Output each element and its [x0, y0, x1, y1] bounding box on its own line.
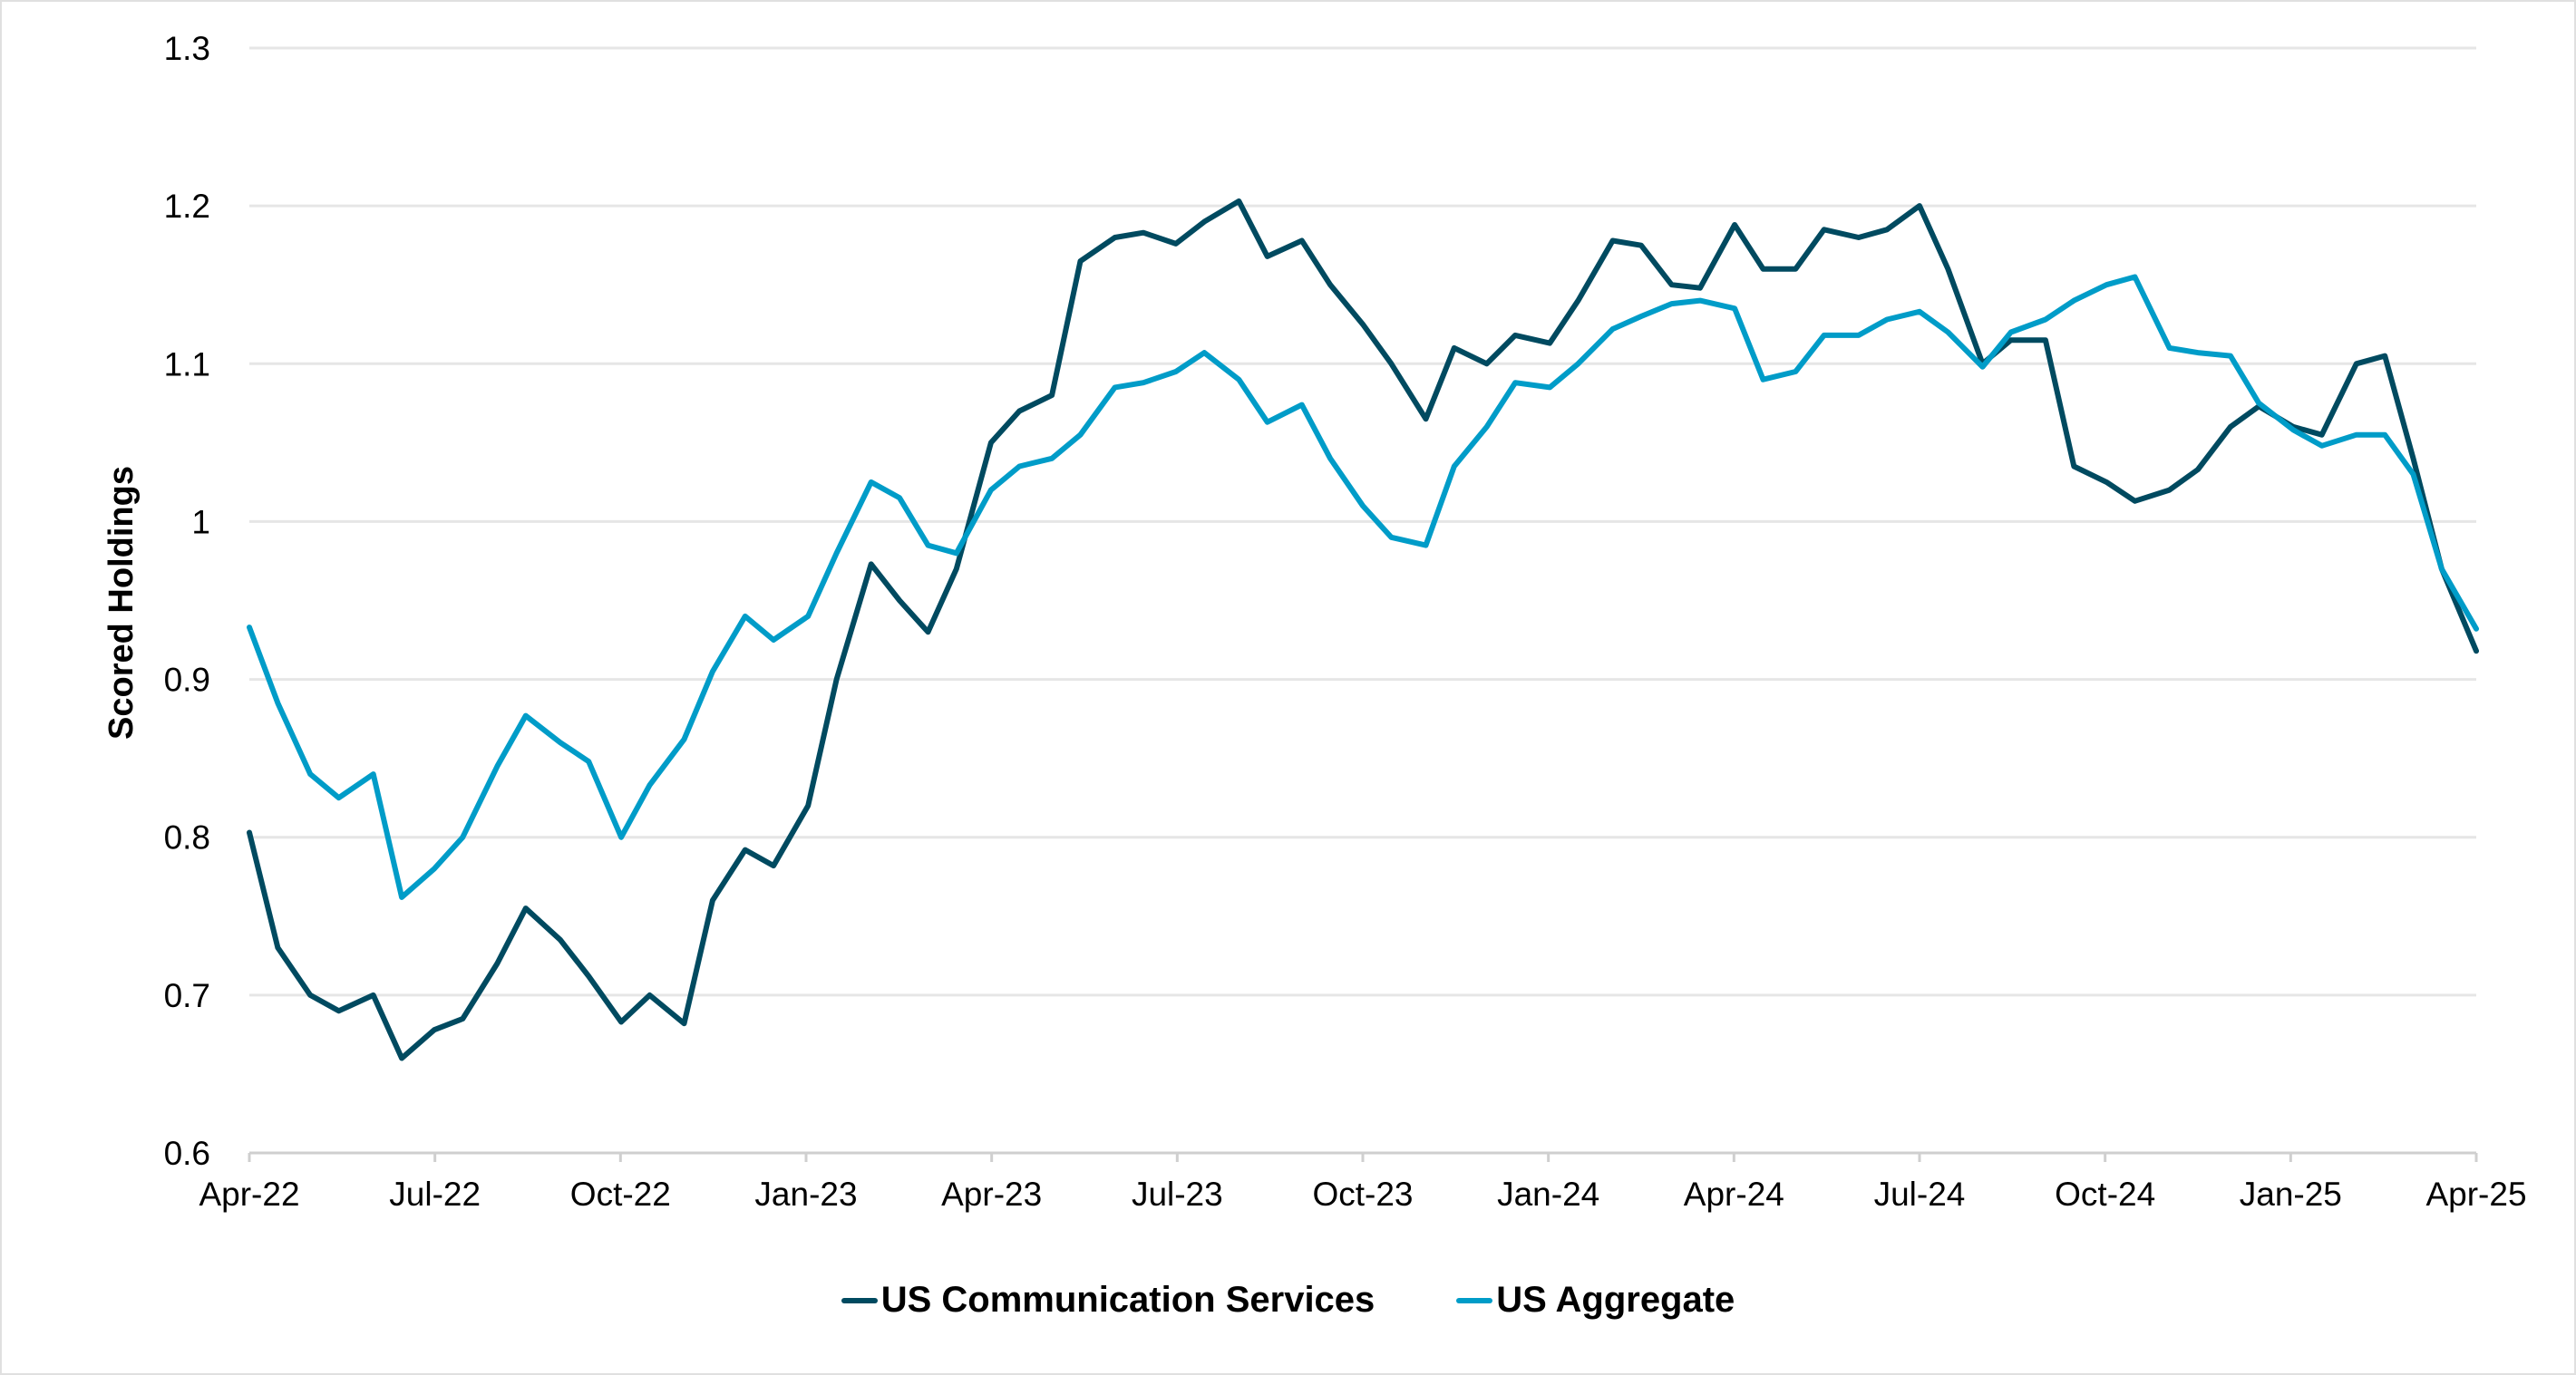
series-line-communication-services	[247, 198, 2479, 1061]
gridlines	[249, 46, 2476, 1155]
y-tick-label: 1.3	[164, 30, 210, 67]
y-tick-label: 1.1	[164, 345, 210, 382]
x-axis-ticks: Apr-22 Jul-22 Oct-22 Jan-23 Apr-23 Jul-23 Oct-…	[199, 1153, 2527, 1213]
legend: US Communication Services US Aggregate	[0, 1280, 2576, 1321]
y-tick-label: 1	[191, 503, 210, 540]
y-tick-label: 0.6	[164, 1135, 210, 1172]
y-axis-ticks: 0.6 0.7 0.8 0.9 1 1.1 1.2 1.3	[164, 30, 210, 1172]
x-tick-label: Jul-23	[1132, 1176, 1223, 1213]
legend-item-us-aggregate: US Aggregate	[1456, 1280, 1735, 1321]
legend-label: US Aggregate	[1496, 1280, 1735, 1320]
x-tick-label: Apr-24	[1684, 1176, 1784, 1213]
x-tick-label: Oct-23	[1312, 1176, 1413, 1213]
x-tick-label: Jul-22	[389, 1176, 481, 1213]
x-tick-label: Jul-24	[1874, 1176, 1966, 1213]
x-tick-label: Jan-25	[2240, 1176, 2342, 1213]
y-tick-label: 0.9	[164, 662, 210, 699]
x-tick-label: Apr-22	[199, 1176, 299, 1213]
series-line-us-aggregate	[247, 274, 2479, 900]
x-tick-label: Jan-23	[754, 1176, 857, 1213]
y-tick-label: 1.2	[164, 188, 210, 225]
series-lines	[247, 198, 2479, 1061]
x-tick-label: Oct-24	[2055, 1176, 2155, 1213]
legend-item-communication-services: US Communication Services	[841, 1280, 1375, 1321]
legend-swatch	[841, 1297, 878, 1303]
y-tick-label: 0.8	[164, 819, 210, 857]
x-tick-label: Oct-22	[570, 1176, 671, 1213]
y-tick-label: 0.7	[164, 977, 210, 1014]
legend-label: US Communication Services	[880, 1280, 1375, 1320]
x-tick-label: Apr-23	[941, 1176, 1042, 1213]
y-axis-label: Scored Holdings	[102, 466, 141, 740]
x-tick-label: Apr-25	[2425, 1176, 2526, 1213]
legend-swatch	[1456, 1297, 1493, 1303]
x-tick-label: Jan-24	[1497, 1176, 1599, 1213]
